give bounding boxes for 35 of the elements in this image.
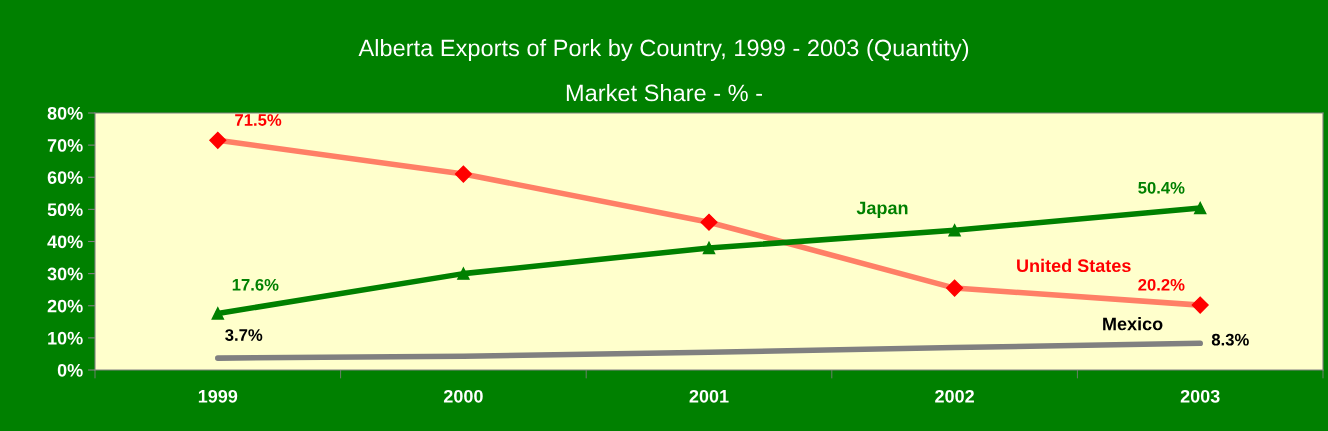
y-tick-label: 0%: [57, 363, 83, 377]
data-label: 20.2%: [1138, 278, 1185, 291]
data-label: 17.6%: [232, 278, 279, 291]
x-tick-label: 2000: [443, 389, 483, 403]
x-tick-label: 2003: [1180, 389, 1220, 403]
point: [1193, 201, 1207, 215]
y-tick-label: 30%: [47, 267, 83, 281]
point: [948, 224, 961, 237]
point: [700, 213, 718, 231]
point: [946, 279, 964, 297]
data-label: 71.5%: [235, 114, 282, 126]
point: [1191, 296, 1209, 314]
point: [702, 241, 716, 255]
x-tick-label: 2002: [935, 389, 974, 403]
y-tick-label: 80%: [47, 106, 83, 120]
point: [209, 131, 227, 149]
y-tick-label: 20%: [47, 299, 83, 313]
data-label: 8.3%: [1211, 333, 1249, 346]
y-tick-label: 50%: [47, 203, 83, 217]
y-tick-label: 40%: [47, 235, 83, 249]
x-tick-label: 2001: [689, 389, 729, 403]
point: [457, 267, 470, 280]
series-label: Mexico: [1103, 317, 1163, 331]
y-tick-label: 70%: [47, 139, 83, 152]
y-tick-label: 60%: [47, 171, 83, 184]
data-label: 3.7%: [225, 329, 263, 341]
point: [454, 165, 472, 183]
chart-title: Alberta Exports of Pork by Country, 1999 - 2003 (Quantity): [358, 39, 969, 61]
y-tick-label: 10%: [48, 331, 83, 345]
x-tick-label: 1999: [198, 389, 238, 403]
series-label: Japan: [856, 201, 908, 218]
data-label: 50.4%: [1138, 181, 1185, 194]
chart-subtitle: Market Share - % -: [566, 84, 763, 102]
series-label: United States: [1017, 258, 1131, 273]
point: [211, 307, 225, 320]
